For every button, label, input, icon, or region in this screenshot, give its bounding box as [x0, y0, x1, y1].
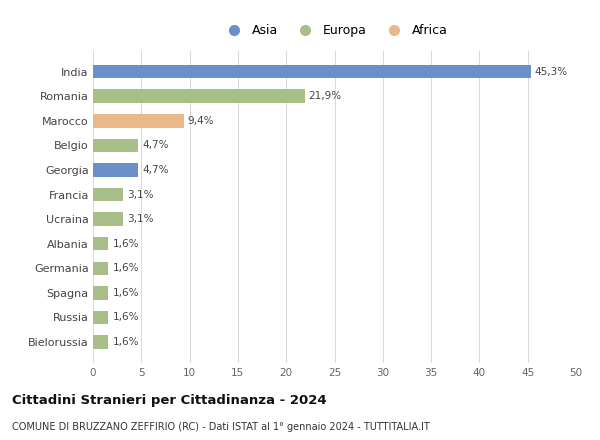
Bar	[93, 65, 530, 78]
Text: 3,1%: 3,1%	[127, 214, 154, 224]
Bar	[93, 139, 139, 152]
Text: 1,6%: 1,6%	[112, 238, 139, 249]
Bar	[93, 237, 109, 250]
Bar	[93, 261, 109, 275]
Bar	[93, 188, 123, 201]
Text: 9,4%: 9,4%	[188, 116, 214, 126]
Bar	[93, 286, 109, 300]
Legend: Asia, Europa, Africa: Asia, Europa, Africa	[217, 19, 452, 42]
Text: 4,7%: 4,7%	[142, 140, 169, 150]
Bar	[93, 335, 109, 349]
Bar	[93, 114, 184, 128]
Text: 3,1%: 3,1%	[127, 190, 154, 199]
Text: 1,6%: 1,6%	[112, 288, 139, 298]
Text: 1,6%: 1,6%	[112, 337, 139, 347]
Text: 4,7%: 4,7%	[142, 165, 169, 175]
Text: Cittadini Stranieri per Cittadinanza - 2024: Cittadini Stranieri per Cittadinanza - 2…	[12, 394, 326, 407]
Text: 45,3%: 45,3%	[535, 66, 568, 77]
Bar	[93, 311, 109, 324]
Text: 1,6%: 1,6%	[112, 263, 139, 273]
Bar	[93, 213, 123, 226]
Text: COMUNE DI BRUZZANO ZEFFIRIO (RC) - Dati ISTAT al 1° gennaio 2024 - TUTTITALIA.IT: COMUNE DI BRUZZANO ZEFFIRIO (RC) - Dati …	[12, 422, 430, 432]
Bar	[93, 163, 139, 177]
Text: 1,6%: 1,6%	[112, 312, 139, 323]
Text: 21,9%: 21,9%	[308, 91, 341, 101]
Bar	[93, 89, 305, 103]
